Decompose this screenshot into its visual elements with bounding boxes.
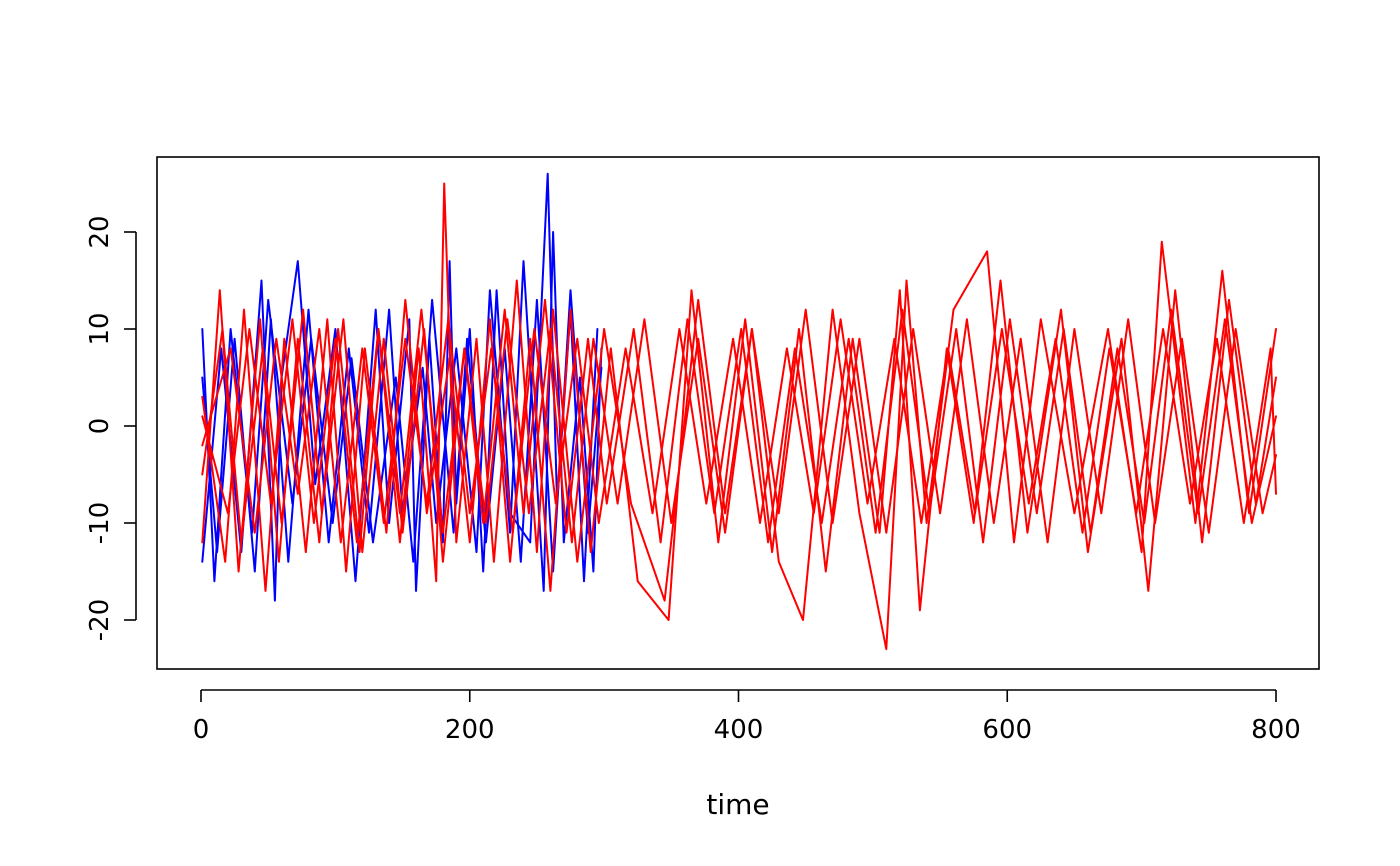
y-tick-label: -20 (85, 599, 115, 641)
x-tick-label: 0 (193, 715, 210, 745)
y-axis: -20 -10 0 10 20 (85, 215, 137, 641)
y-tick-label: 0 (85, 418, 115, 435)
x-axis: 0 200 400 600 800 (193, 689, 1301, 745)
y-tick-label: -10 (85, 502, 115, 544)
red-series-line-7 (201, 308, 1277, 544)
red-series-line-4 (201, 182, 1277, 651)
x-tick-label: 200 (445, 715, 495, 745)
x-tick-label: 400 (714, 715, 764, 745)
x-tick-label: 800 (1251, 715, 1301, 745)
y-tick-label: 20 (85, 215, 115, 248)
red-series-line-5 (201, 279, 1277, 621)
y-tick-label: 10 (85, 312, 115, 345)
x-axis-title: time (706, 788, 769, 821)
series-layer (201, 172, 1277, 651)
plot-frame (156, 156, 1320, 670)
x-tick-label: 600 (982, 715, 1032, 745)
red-series-line-8 (201, 318, 1277, 544)
